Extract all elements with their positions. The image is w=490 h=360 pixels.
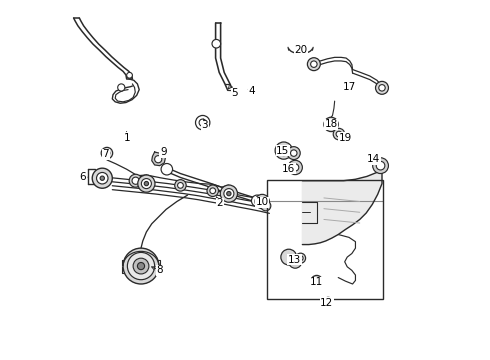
Circle shape bbox=[287, 147, 300, 159]
Circle shape bbox=[132, 177, 139, 184]
Circle shape bbox=[97, 172, 108, 184]
Text: 9: 9 bbox=[160, 147, 167, 157]
Circle shape bbox=[210, 188, 216, 194]
Text: 17: 17 bbox=[343, 82, 356, 93]
Circle shape bbox=[375, 81, 389, 94]
Circle shape bbox=[379, 85, 385, 91]
Circle shape bbox=[311, 61, 317, 67]
Circle shape bbox=[291, 150, 297, 156]
Circle shape bbox=[307, 58, 320, 71]
Bar bbox=[267, 180, 383, 299]
Circle shape bbox=[141, 179, 151, 189]
Text: 19: 19 bbox=[339, 133, 352, 143]
Circle shape bbox=[177, 183, 183, 188]
Circle shape bbox=[251, 195, 263, 207]
Text: 20: 20 bbox=[294, 45, 307, 55]
Circle shape bbox=[220, 185, 238, 202]
Circle shape bbox=[100, 176, 104, 180]
Circle shape bbox=[127, 252, 155, 280]
Circle shape bbox=[255, 194, 270, 209]
Circle shape bbox=[212, 40, 220, 48]
Circle shape bbox=[314, 278, 319, 284]
Circle shape bbox=[129, 174, 142, 187]
Circle shape bbox=[133, 258, 149, 274]
Text: 6: 6 bbox=[79, 172, 86, 182]
Circle shape bbox=[259, 198, 266, 205]
Circle shape bbox=[104, 150, 110, 156]
Polygon shape bbox=[302, 167, 382, 244]
Circle shape bbox=[101, 147, 113, 159]
Text: 1: 1 bbox=[124, 133, 131, 143]
Circle shape bbox=[289, 255, 302, 268]
Text: 5: 5 bbox=[232, 88, 238, 98]
Text: 11: 11 bbox=[310, 277, 323, 287]
Text: 16: 16 bbox=[282, 163, 295, 174]
Circle shape bbox=[207, 185, 219, 197]
Circle shape bbox=[137, 262, 145, 270]
Circle shape bbox=[118, 84, 125, 91]
Text: 13: 13 bbox=[288, 255, 301, 265]
Circle shape bbox=[126, 72, 132, 78]
Circle shape bbox=[196, 116, 210, 130]
Circle shape bbox=[224, 189, 234, 199]
Text: 10: 10 bbox=[256, 197, 269, 207]
Circle shape bbox=[161, 163, 172, 175]
Circle shape bbox=[155, 156, 162, 163]
Circle shape bbox=[288, 160, 302, 175]
Circle shape bbox=[295, 253, 306, 263]
Circle shape bbox=[123, 248, 159, 284]
Circle shape bbox=[373, 158, 389, 174]
Text: 7: 7 bbox=[102, 149, 109, 159]
Circle shape bbox=[279, 145, 289, 156]
Text: 3: 3 bbox=[201, 121, 208, 130]
Circle shape bbox=[227, 192, 231, 196]
Circle shape bbox=[311, 275, 322, 287]
Circle shape bbox=[138, 175, 155, 192]
Text: 12: 12 bbox=[320, 298, 333, 308]
Circle shape bbox=[336, 131, 342, 137]
Circle shape bbox=[323, 297, 333, 307]
Circle shape bbox=[298, 256, 303, 261]
Polygon shape bbox=[152, 152, 166, 166]
Circle shape bbox=[333, 129, 344, 140]
Circle shape bbox=[92, 168, 112, 188]
Circle shape bbox=[175, 180, 186, 191]
Circle shape bbox=[144, 181, 148, 186]
Circle shape bbox=[324, 117, 338, 132]
Circle shape bbox=[281, 249, 296, 265]
Text: 18: 18 bbox=[324, 120, 338, 129]
Circle shape bbox=[261, 201, 271, 211]
Circle shape bbox=[292, 164, 299, 171]
Circle shape bbox=[327, 121, 335, 128]
Text: 14: 14 bbox=[367, 154, 380, 164]
Circle shape bbox=[199, 119, 206, 126]
Text: 8: 8 bbox=[156, 265, 163, 275]
Circle shape bbox=[376, 161, 385, 170]
Text: 4: 4 bbox=[248, 86, 255, 96]
Text: 2: 2 bbox=[217, 198, 223, 208]
Circle shape bbox=[275, 142, 293, 159]
Text: 15: 15 bbox=[276, 145, 289, 156]
